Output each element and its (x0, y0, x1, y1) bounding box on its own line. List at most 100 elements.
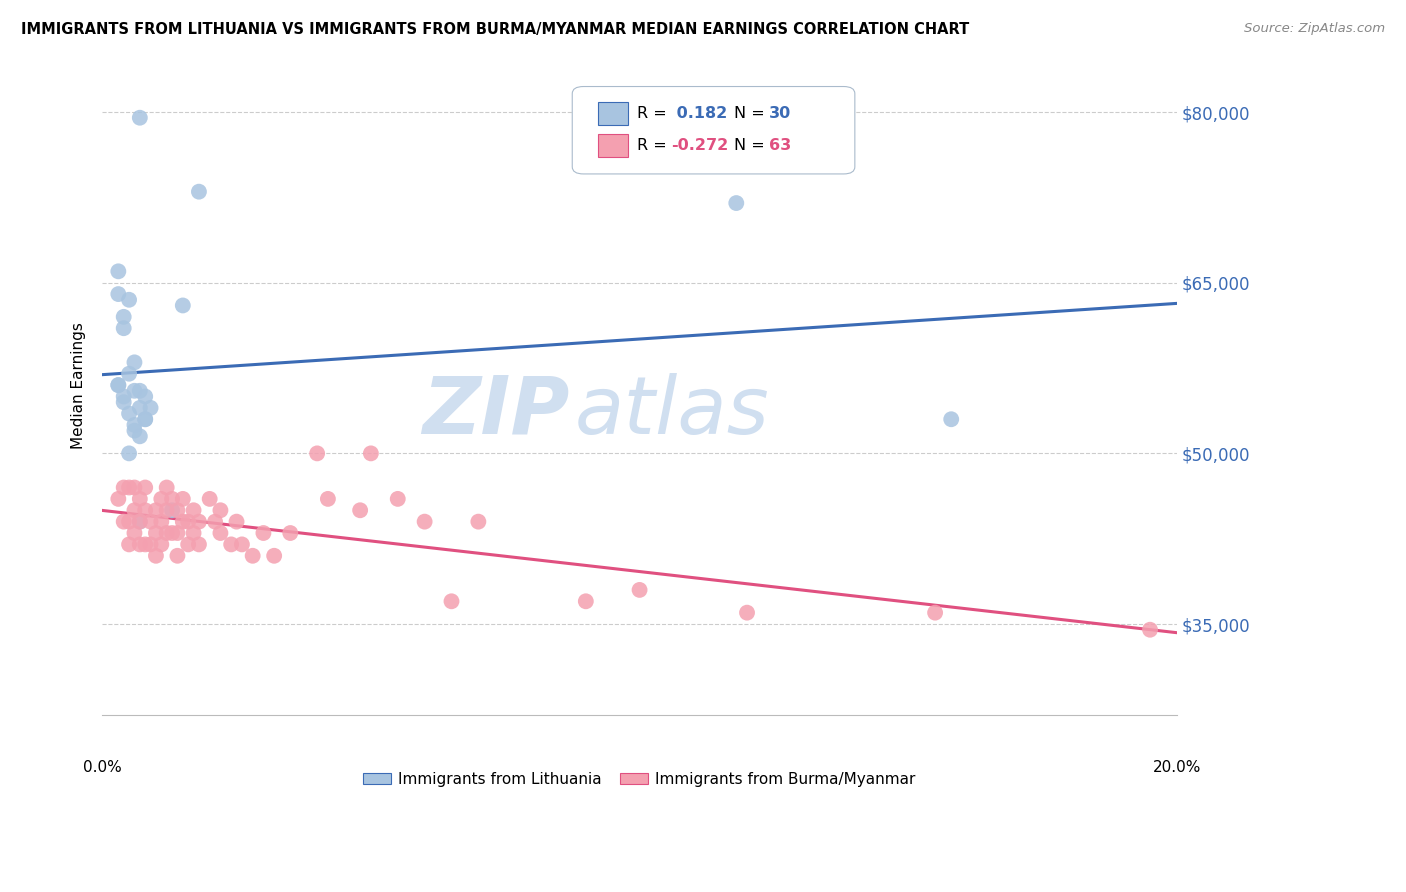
Point (166, 526, 188, 541)
Point (242, 549, 264, 563)
Point (145, 549, 167, 563)
Point (387, 491, 409, 506)
Point (941, 412, 963, 426)
Point (118, 515, 141, 529)
Point (118, 407, 141, 421)
Point (225, 515, 247, 529)
Point (160, 526, 183, 541)
Point (118, 293, 141, 307)
Point (177, 515, 200, 529)
Point (124, 503, 146, 517)
Text: Source: ZipAtlas.com: Source: ZipAtlas.com (1244, 22, 1385, 36)
Point (118, 537, 141, 551)
Point (209, 526, 232, 541)
Point (112, 481, 135, 495)
Point (112, 389, 135, 403)
Point (112, 395, 135, 409)
Text: N =: N = (734, 138, 765, 153)
Point (112, 321, 135, 335)
Point (139, 515, 162, 529)
Text: -0.272: -0.272 (671, 138, 728, 153)
Point (177, 537, 200, 551)
Point (219, 537, 242, 551)
Point (172, 298, 194, 312)
Point (183, 526, 205, 541)
Point (128, 401, 150, 415)
Point (128, 515, 150, 529)
Point (735, 606, 758, 620)
Point (145, 503, 167, 517)
Point (150, 537, 173, 551)
Point (107, 491, 129, 506)
Point (628, 582, 651, 597)
Point (124, 384, 146, 398)
Point (231, 537, 253, 551)
Point (124, 355, 146, 369)
Point (204, 515, 226, 529)
Point (118, 481, 141, 495)
Point (134, 481, 156, 495)
Text: 63: 63 (769, 138, 792, 153)
Point (124, 481, 146, 495)
Point (156, 503, 179, 517)
Point (360, 446, 382, 460)
Point (118, 367, 141, 381)
Legend: Immigrants from Lithuania, Immigrants from Burma/Myanmar: Immigrants from Lithuania, Immigrants fr… (357, 766, 922, 793)
Point (118, 446, 141, 460)
Point (134, 503, 156, 517)
Text: 0.182: 0.182 (671, 106, 727, 120)
Point (160, 491, 183, 506)
Point (112, 515, 135, 529)
Point (316, 491, 339, 506)
Point (156, 526, 179, 541)
Point (440, 594, 463, 608)
Point (924, 606, 946, 620)
Point (107, 287, 129, 301)
Point (134, 412, 156, 426)
Point (278, 526, 301, 541)
Text: 20.0%: 20.0% (1153, 759, 1201, 774)
Point (209, 503, 232, 517)
Text: R =: R = (637, 106, 666, 120)
Point (166, 503, 188, 517)
Point (107, 378, 129, 392)
Text: 30: 30 (769, 106, 792, 120)
Text: N =: N = (734, 106, 765, 120)
Point (252, 526, 274, 541)
Point (128, 111, 150, 125)
Point (128, 491, 150, 506)
Point (124, 417, 146, 432)
Point (187, 515, 209, 529)
Point (128, 429, 150, 443)
Point (172, 491, 194, 506)
Text: R =: R = (637, 138, 666, 153)
Point (134, 389, 156, 403)
Point (183, 503, 205, 517)
Point (187, 537, 209, 551)
Point (307, 446, 329, 460)
Y-axis label: Median Earnings: Median Earnings (72, 322, 86, 449)
Point (263, 549, 285, 563)
Point (575, 594, 598, 608)
Point (467, 515, 489, 529)
Point (139, 537, 162, 551)
Point (1139, 623, 1161, 637)
Point (134, 412, 156, 426)
Point (150, 515, 173, 529)
Point (150, 491, 173, 506)
Text: 0.0%: 0.0% (83, 759, 121, 774)
Point (128, 384, 150, 398)
Point (124, 526, 146, 541)
Point (160, 503, 183, 517)
Text: atlas: atlas (575, 373, 770, 450)
Point (172, 515, 194, 529)
Text: IMMIGRANTS FROM LITHUANIA VS IMMIGRANTS FROM BURMA/MYANMAR MEDIAN EARNINGS CORRE: IMMIGRANTS FROM LITHUANIA VS IMMIGRANTS … (21, 22, 969, 37)
Point (187, 185, 209, 199)
Point (166, 549, 188, 563)
Point (124, 424, 146, 438)
Point (112, 310, 135, 324)
Point (134, 537, 156, 551)
Point (128, 515, 150, 529)
Point (145, 526, 167, 541)
Point (349, 503, 371, 517)
